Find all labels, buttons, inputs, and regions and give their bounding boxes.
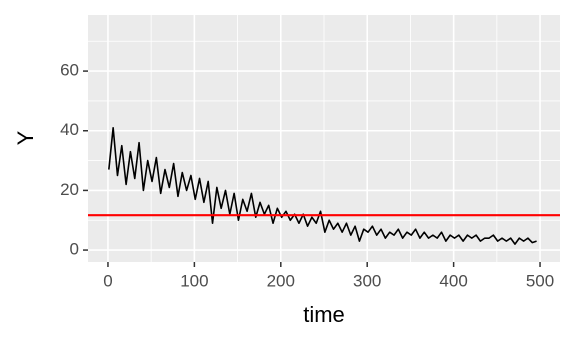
x-tick-label: 100	[180, 271, 208, 290]
y-tick-label: 60	[60, 61, 79, 80]
x-tick-label: 300	[353, 271, 381, 290]
x-axis-title: time	[303, 302, 345, 327]
y-tick-label: 40	[60, 120, 79, 139]
x-tick-label: 0	[103, 271, 112, 290]
y-axis-title: Y	[13, 130, 38, 145]
data-line	[108, 126, 537, 245]
y-tick-label: 20	[60, 180, 79, 199]
y-tick-label: 0	[70, 240, 79, 259]
x-tick-label: 500	[526, 271, 554, 290]
x-tick-label: 200	[267, 271, 295, 290]
x-tick-label: 400	[439, 271, 467, 290]
